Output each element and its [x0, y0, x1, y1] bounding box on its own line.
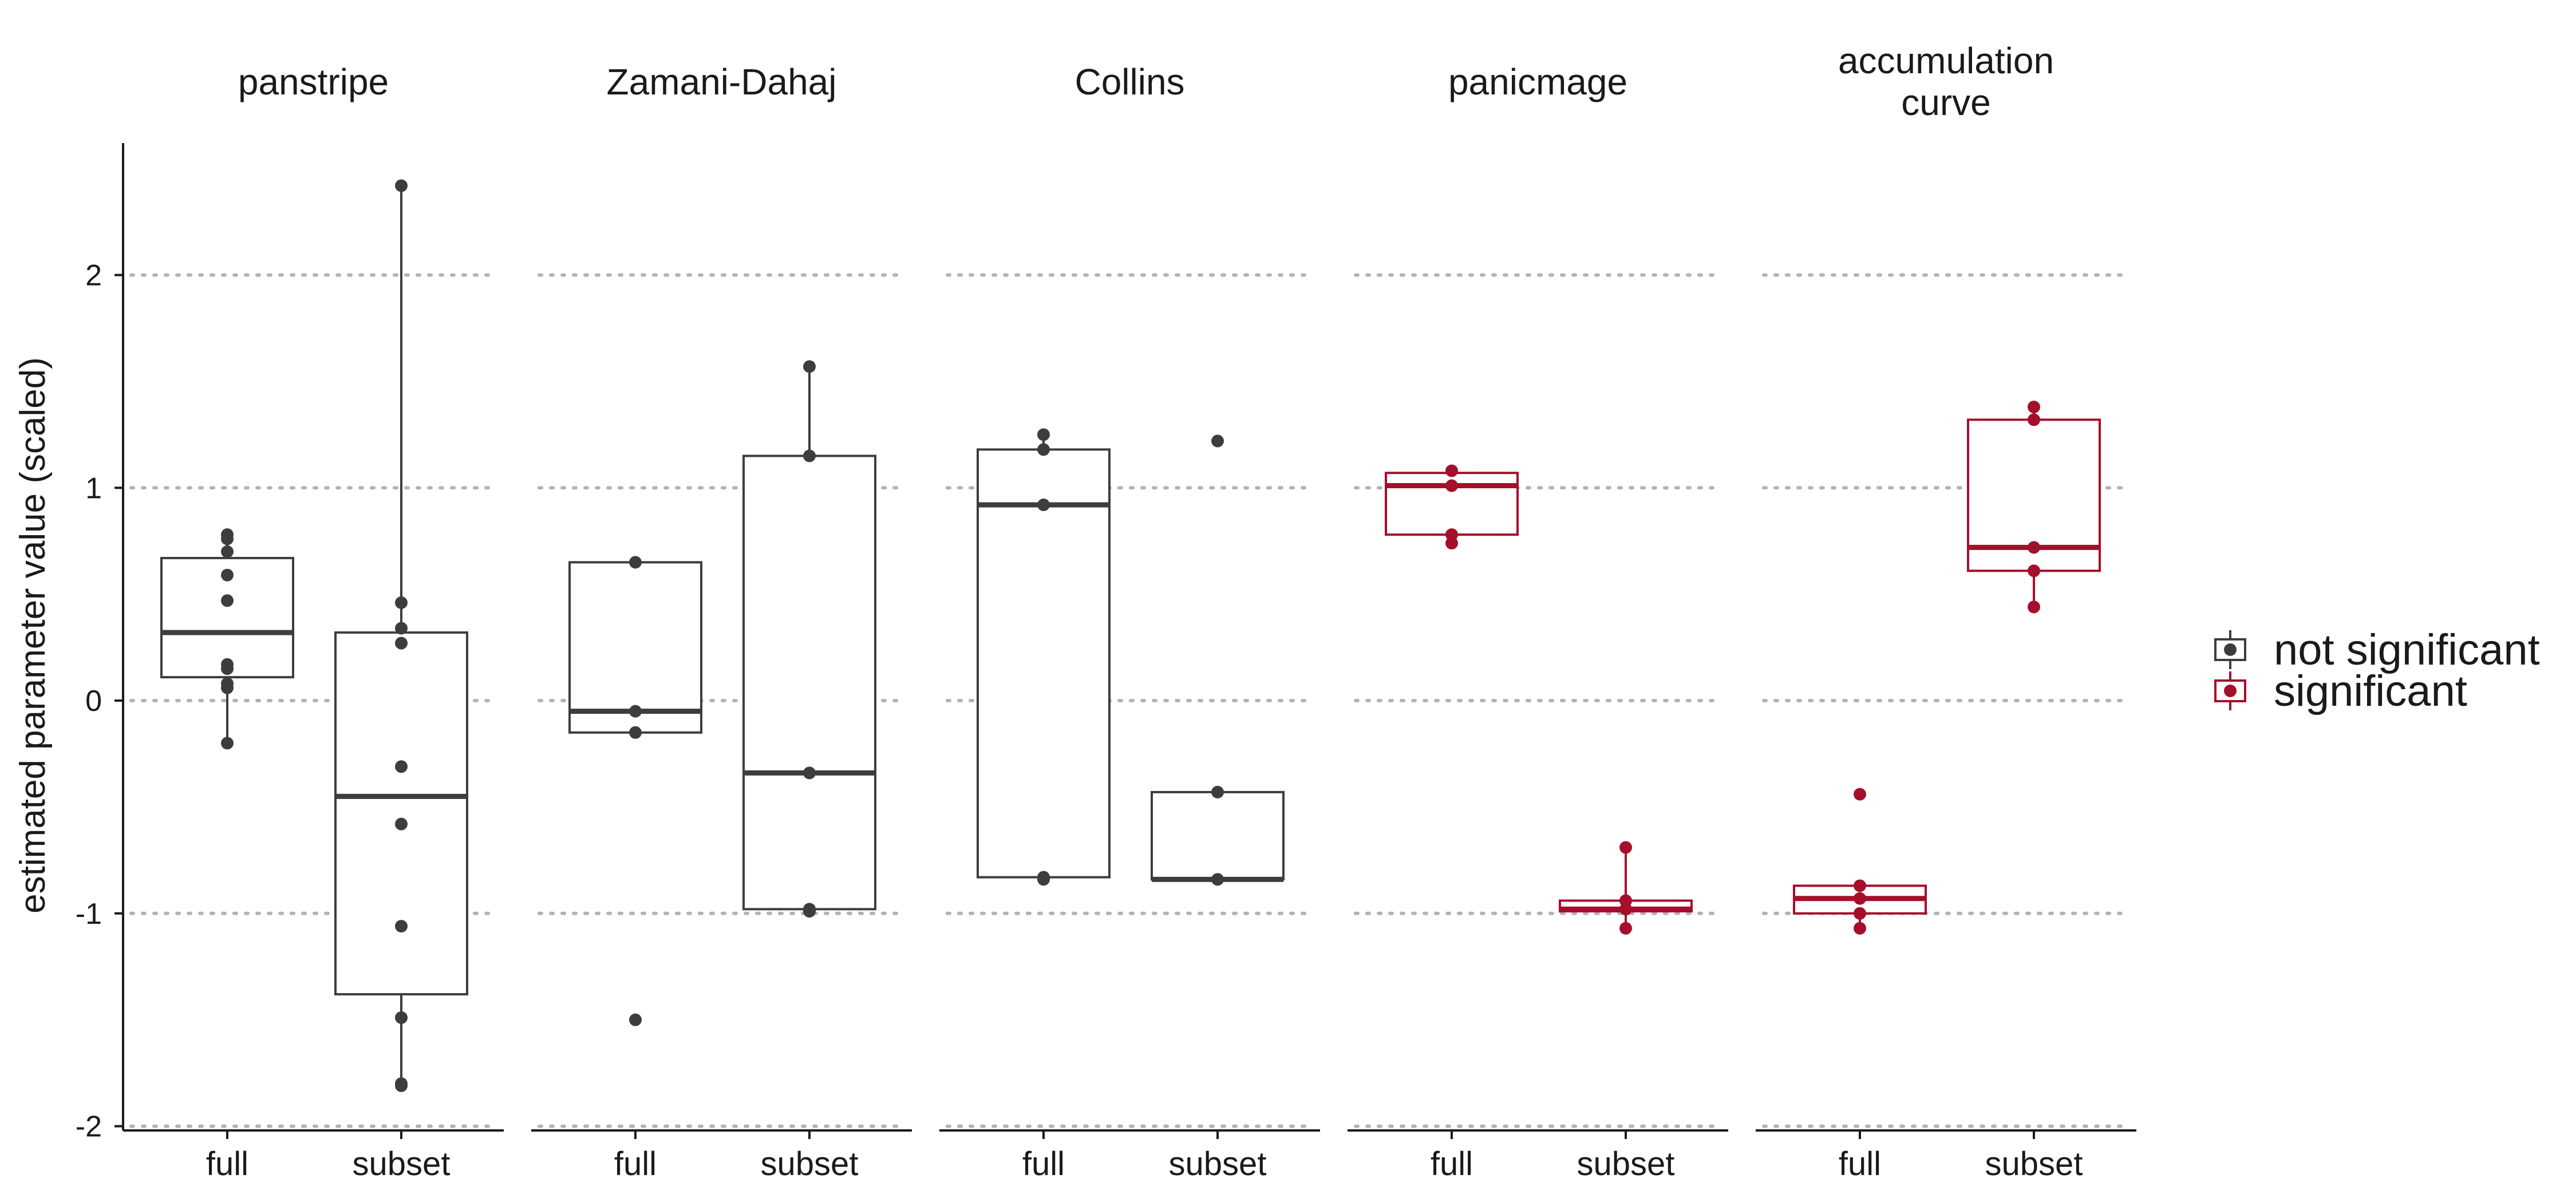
- x-tick-label: subset: [1985, 1145, 2083, 1183]
- legend-item: not significant: [2214, 626, 2540, 674]
- data-point: [629, 1013, 642, 1026]
- data-point: [221, 662, 234, 675]
- facet-title: panicmage: [1448, 61, 1627, 102]
- data-point: [1854, 879, 1866, 892]
- data-point: [395, 920, 408, 933]
- x-tick-label: subset: [761, 1145, 859, 1183]
- data-point: [1037, 873, 1050, 886]
- data-point: [1619, 922, 1632, 935]
- legend-label: significant: [2274, 667, 2467, 715]
- legend-key-point: [2224, 685, 2237, 697]
- box: [977, 448, 1111, 879]
- y-tick-label: -1: [76, 897, 102, 931]
- box-group-subset: [1559, 841, 1693, 935]
- data-point: [395, 636, 408, 650]
- data-point: [1211, 873, 1224, 886]
- box-group-subset: [1151, 434, 1285, 886]
- x-tick-label: full: [614, 1145, 657, 1183]
- data-point: [2028, 413, 2040, 426]
- data-point: [1445, 536, 1458, 549]
- data-point: [803, 360, 816, 373]
- data-point: [395, 1079, 408, 1092]
- data-point: [1854, 892, 1866, 905]
- box-plots: [160, 179, 2101, 1092]
- x-tick-label: subset: [353, 1145, 451, 1183]
- box-group-full: [977, 428, 1111, 886]
- box-group-full: [160, 528, 294, 750]
- data-point: [2028, 564, 2040, 578]
- data-point: [221, 737, 234, 750]
- box-group-subset: [1967, 400, 2101, 614]
- x-tick-label: full: [1839, 1145, 1881, 1183]
- data-point: [221, 545, 234, 558]
- facet-title: Collins: [1074, 61, 1184, 102]
- data-point: [221, 532, 234, 545]
- x-tick-label: full: [206, 1145, 248, 1183]
- data-point: [2028, 400, 2040, 413]
- data-point: [629, 705, 642, 718]
- data-point: [2028, 541, 2040, 554]
- legend-key-point: [2224, 643, 2237, 656]
- y-axis-label: estimated parameter value (scaled): [13, 357, 53, 914]
- data-point: [2028, 600, 2040, 614]
- box-group-subset: [334, 179, 468, 1092]
- data-point: [221, 594, 234, 607]
- data-point: [1619, 841, 1632, 854]
- data-point: [395, 817, 408, 831]
- data-point: [395, 179, 408, 192]
- grid-lines: [129, 273, 2130, 1128]
- data-point: [395, 760, 408, 773]
- box-group-full: [1793, 788, 1927, 935]
- data-point: [1211, 434, 1224, 448]
- x-tick-label: full: [1431, 1145, 1473, 1183]
- data-point: [1445, 464, 1458, 477]
- legend-label: not significant: [2274, 626, 2540, 674]
- data-point: [1854, 907, 1866, 920]
- x-tick-label: full: [1022, 1145, 1065, 1183]
- facet-title: curve: [1901, 82, 1991, 123]
- y-tick-label: -2: [76, 1110, 102, 1144]
- data-point: [1854, 788, 1866, 801]
- axes: -2 -1 0 1 2 panstripe full subset Zamani-Dahaj fu…: [76, 40, 2136, 1183]
- data-point: [1037, 428, 1050, 441]
- legend-item: significant: [2214, 667, 2467, 715]
- data-point: [395, 1011, 408, 1024]
- box: [334, 631, 468, 996]
- data-point: [1211, 785, 1224, 798]
- data-point: [1854, 922, 1866, 935]
- box: [742, 454, 876, 911]
- box: [1151, 790, 1285, 881]
- data-point: [221, 681, 234, 694]
- data-point: [803, 905, 816, 918]
- data-point: [395, 622, 408, 635]
- y-tick-label: 2: [85, 259, 102, 292]
- box-group-subset: [742, 360, 876, 918]
- data-point: [1037, 499, 1050, 512]
- data-point: [629, 726, 642, 739]
- data-point: [803, 449, 816, 462]
- data-point: [803, 766, 816, 780]
- x-tick-label: subset: [1169, 1145, 1267, 1183]
- data-point: [221, 568, 234, 582]
- box-group-full: [568, 556, 702, 1026]
- data-point: [1445, 479, 1458, 492]
- data-point: [1037, 443, 1050, 456]
- y-tick-label: 0: [85, 685, 102, 718]
- facet-title: Zamani-Dahaj: [607, 61, 837, 102]
- box: [160, 556, 294, 679]
- data-point: [395, 596, 408, 610]
- y-tick-label: 1: [85, 472, 102, 505]
- facet-title: accumulation: [1838, 40, 2054, 81]
- data-point: [629, 556, 642, 569]
- box-group-full: [1385, 464, 1519, 549]
- x-tick-label: subset: [1577, 1145, 1675, 1183]
- facet-title: panstripe: [238, 61, 389, 102]
- data-point: [1619, 903, 1632, 916]
